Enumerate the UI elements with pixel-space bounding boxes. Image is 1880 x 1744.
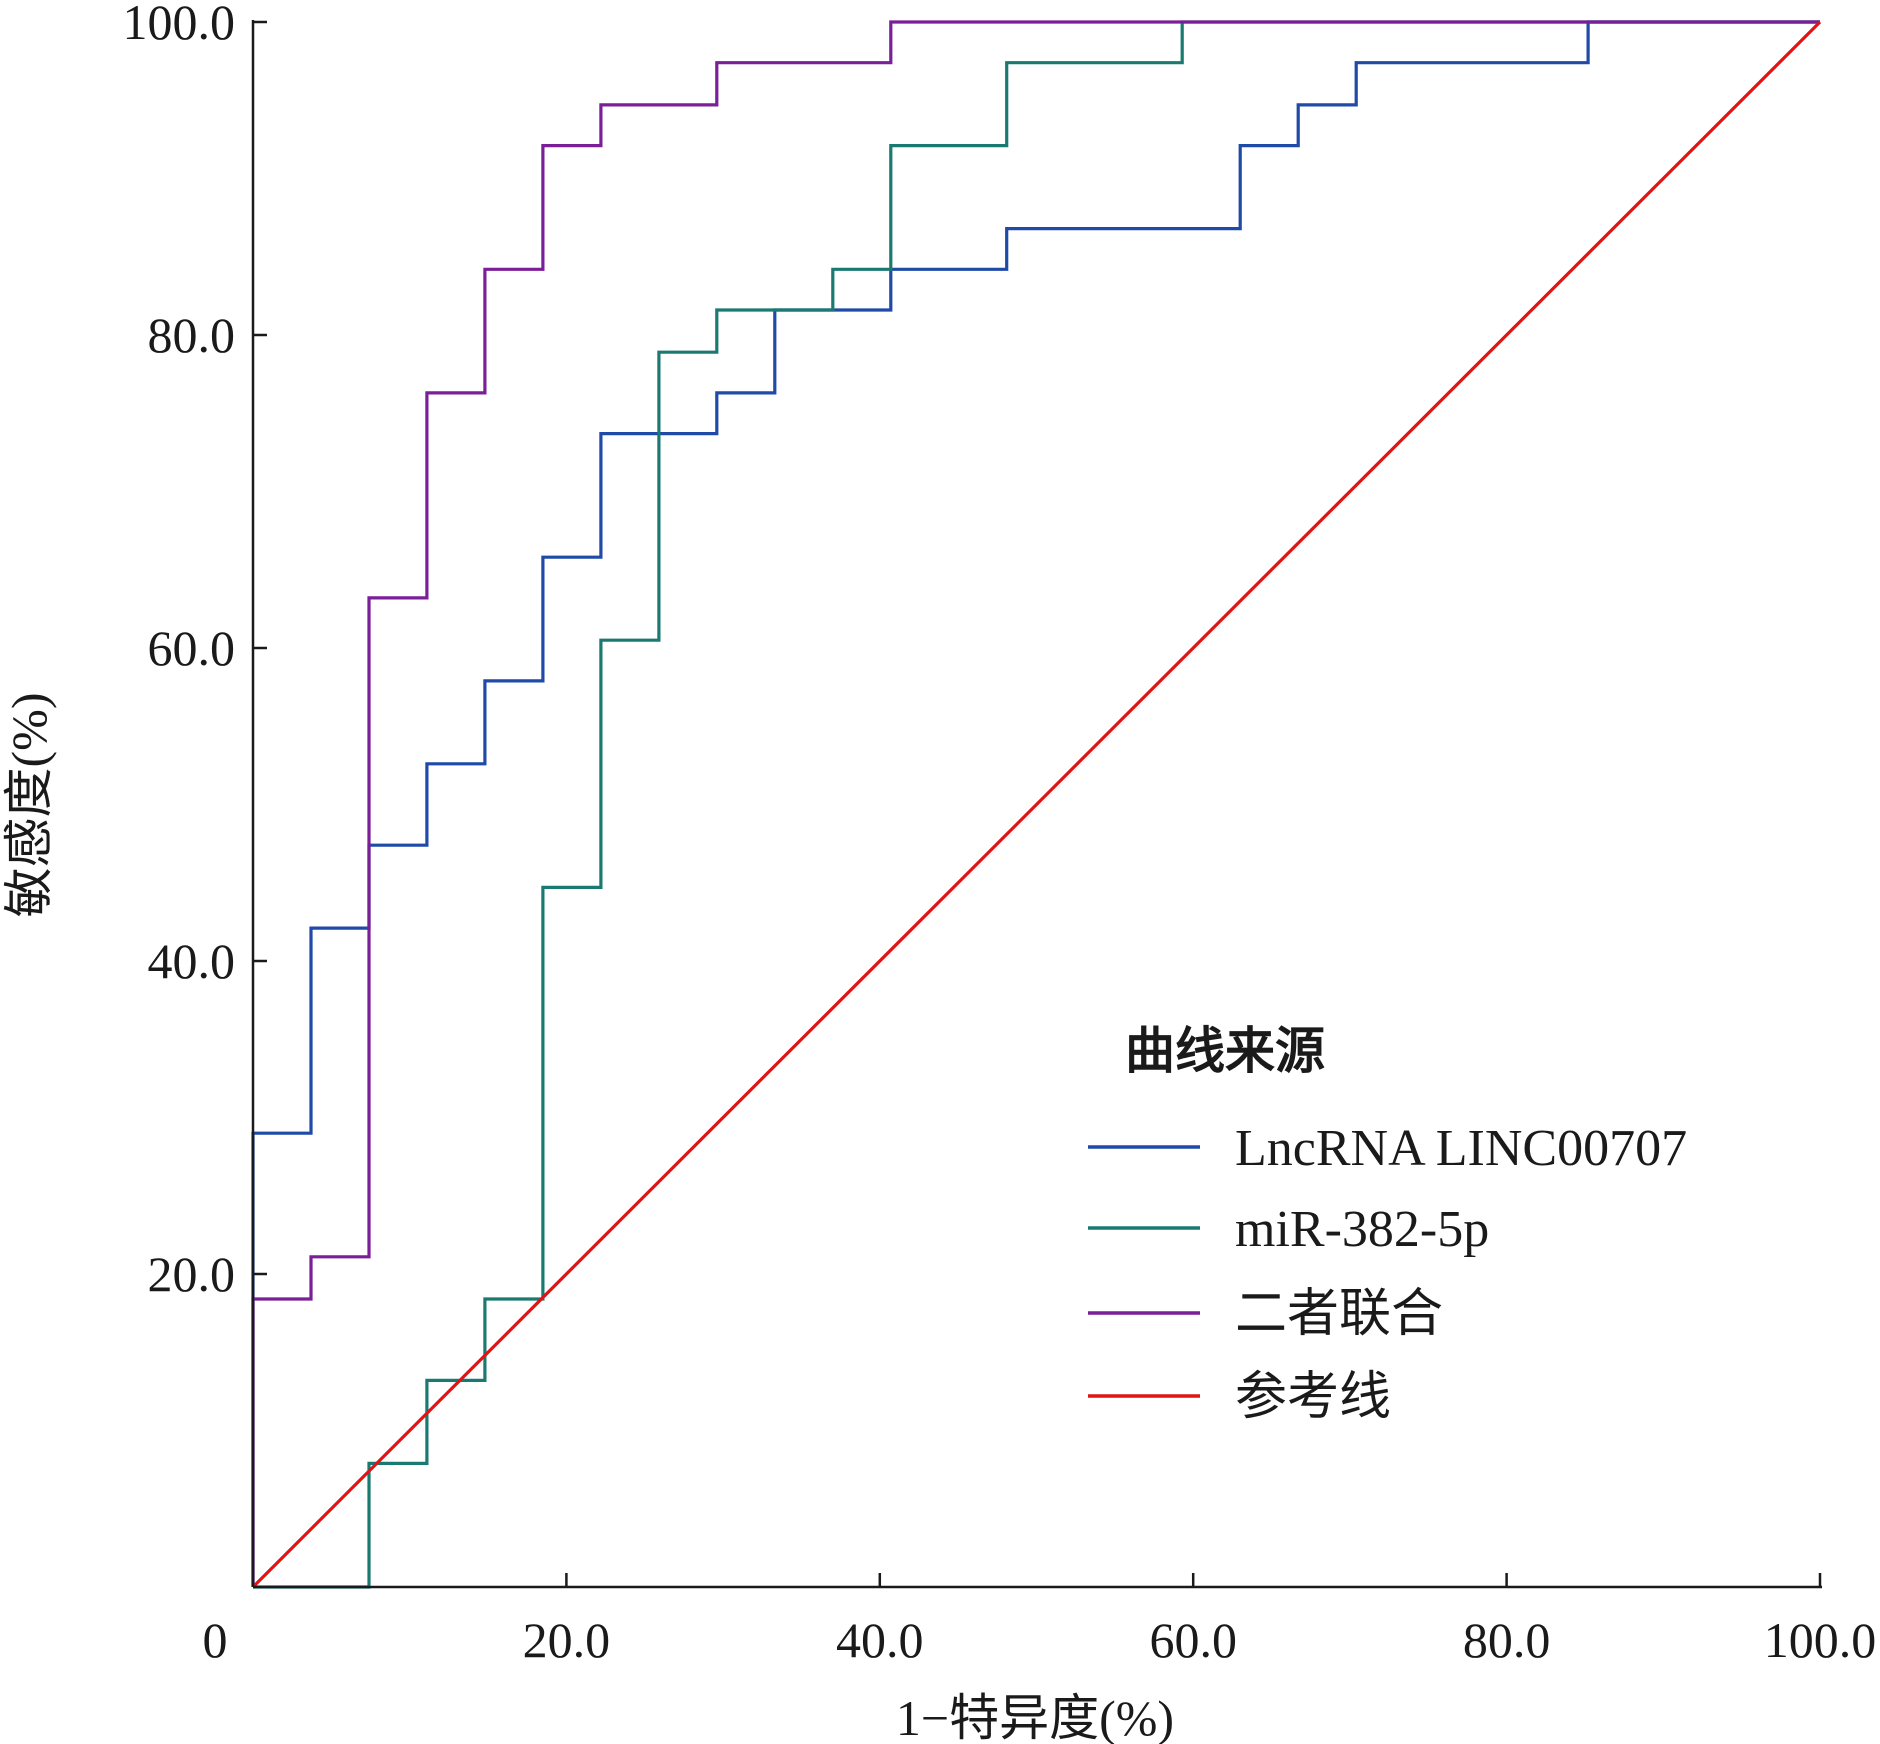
x-tick-label: 60.0 bbox=[1149, 1612, 1237, 1668]
y-tick-label: 40.0 bbox=[148, 933, 236, 989]
y-tick-label: 100.0 bbox=[123, 0, 236, 50]
series-line-2 bbox=[251, 20, 1820, 1587]
y-tick-label: 80.0 bbox=[148, 307, 236, 363]
legend-label-1: miR-382-5p bbox=[1235, 1201, 1489, 1258]
legend-label-3: 参考线 bbox=[1235, 1369, 1391, 1426]
x-tick-label: 0 bbox=[203, 1612, 228, 1668]
legend-label-2: 二者联合 bbox=[1235, 1286, 1443, 1343]
axes bbox=[251, 20, 1822, 1589]
legend-label-0: LncRNA LINC00707 bbox=[1235, 1120, 1687, 1177]
y-tick-label: 20.0 bbox=[148, 1246, 236, 1302]
x-axis-title: 1−特异度(%) bbox=[896, 1690, 1174, 1744]
y-tick-label: 60.0 bbox=[148, 620, 236, 676]
y-axis-title: 敏感度(%) bbox=[1, 693, 57, 918]
x-tick-label: 80.0 bbox=[1463, 1612, 1551, 1668]
x-tick-label: 40.0 bbox=[836, 1612, 924, 1668]
series-line-3 bbox=[251, 20, 1822, 1589]
x-tick-label: 20.0 bbox=[523, 1612, 611, 1668]
legend-title: 曲线来源 bbox=[1125, 1023, 1325, 1079]
series-line-1 bbox=[253, 20, 1820, 1589]
plot-area bbox=[251, 20, 1822, 1589]
x-tick-label: 100.0 bbox=[1764, 1612, 1877, 1668]
